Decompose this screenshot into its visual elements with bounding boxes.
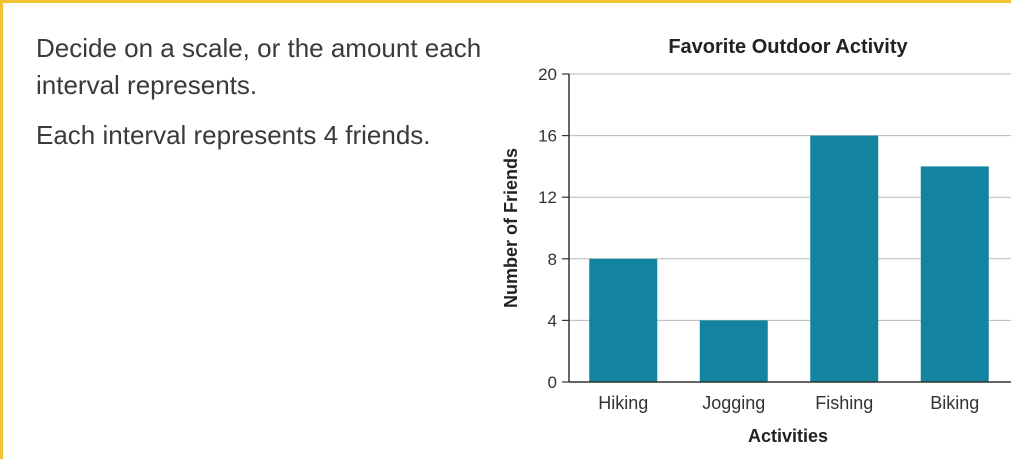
x-axis-label: Activities bbox=[748, 426, 828, 446]
y-tick-label: 0 bbox=[548, 373, 557, 392]
x-tick-label: Fishing bbox=[815, 393, 873, 413]
bar bbox=[589, 258, 658, 382]
chart-title: Favorite Outdoor Activity bbox=[668, 36, 908, 58]
bar bbox=[810, 135, 879, 382]
instruction-text: Decide on a scale, or the amount each in… bbox=[36, 30, 506, 167]
x-tick-label: Biking bbox=[930, 393, 979, 413]
y-tick-label: 16 bbox=[538, 127, 557, 146]
instruction-paragraph-2: Each interval represents 4 friends. bbox=[36, 120, 431, 150]
y-tick-label: 8 bbox=[548, 250, 557, 269]
bar bbox=[699, 320, 768, 382]
y-tick-label: 12 bbox=[538, 188, 557, 207]
y-axis-label: Number of Friends bbox=[501, 148, 521, 308]
x-tick-label: Hiking bbox=[598, 393, 648, 413]
x-tick-label: Jogging bbox=[702, 393, 765, 413]
y-tick-label: 4 bbox=[548, 311, 557, 330]
y-tick-label: 20 bbox=[538, 65, 557, 84]
bar-chart: Favorite Outdoor Activity 0 4 8 12 16 20 Hiking… bbox=[501, 36, 1011, 446]
instruction-paragraph-1: Decide on a scale, or the amount each in… bbox=[36, 33, 482, 100]
bar bbox=[920, 166, 989, 382]
